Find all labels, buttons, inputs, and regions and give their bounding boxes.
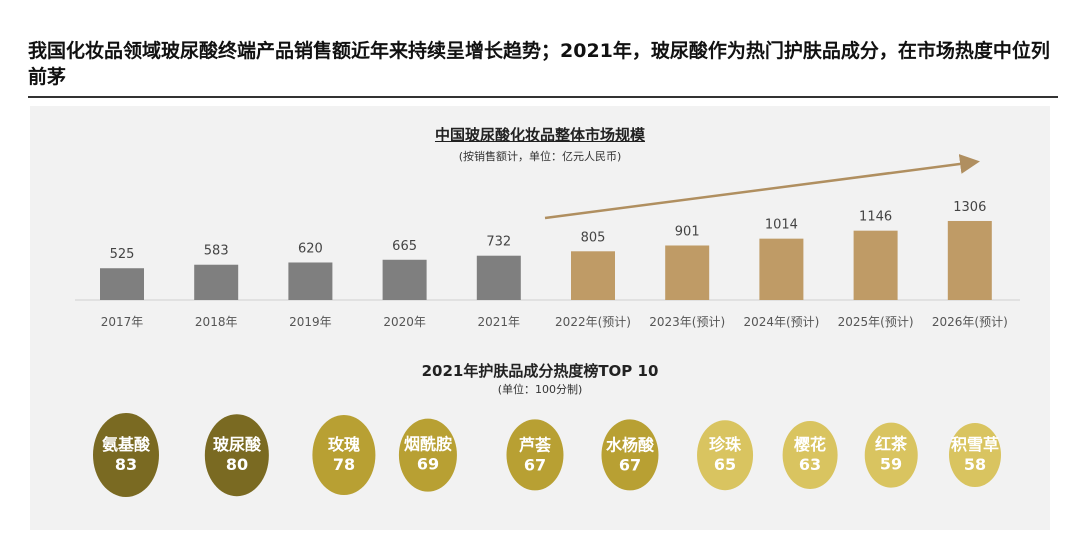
bar-value-label: 732 [486, 235, 511, 250]
x-tick-label: 2023年(预计) [649, 315, 725, 329]
x-tick-label: 2019年 [289, 315, 332, 329]
bar [853, 230, 898, 300]
ingredient-name: 玻尿酸 [212, 435, 261, 454]
x-tick-label: 2021年 [478, 315, 521, 329]
bar [665, 245, 710, 300]
ingredient-score: 80 [225, 455, 249, 474]
bar [947, 220, 992, 300]
bar [759, 238, 804, 300]
ingredient-score: 83 [114, 455, 138, 474]
ingredient-bubble: 积雪草 58 [949, 423, 1001, 487]
ingredient-score: 67 [523, 455, 547, 474]
ingredient-name: 芦荟 [518, 435, 551, 454]
ingredient-bubble: 红茶 59 [864, 422, 918, 488]
bar-chart-title: 中国玻尿酸化妆品整体市场规模 [434, 126, 645, 144]
ingredient-bubble: 氨基酸 83 [93, 413, 159, 497]
bar-value-label: 583 [204, 244, 229, 259]
ingredient-name: 珍珠 [708, 435, 741, 454]
bar-value-label: 1306 [953, 200, 986, 215]
bar [382, 259, 427, 300]
ingredient-bubble: 烟酰胺 69 [398, 418, 458, 492]
x-tick-label: 2017年 [101, 315, 144, 329]
bar-value-label: 525 [110, 247, 135, 262]
bar-value-label: 620 [298, 241, 323, 256]
bar-value-label: 901 [675, 224, 700, 239]
x-tick-label: 2025年(预计) [838, 315, 914, 329]
ingredient-bubble: 玻尿酸 80 [204, 414, 270, 496]
ingredient-bubble: 芦荟 67 [506, 419, 564, 491]
bar-value-label: 1014 [765, 218, 798, 233]
x-tick-label: 2020年 [383, 315, 426, 329]
ingredient-name: 玫瑰 [327, 435, 360, 454]
ingredient-bubble: 樱花 63 [782, 421, 838, 489]
ranking-title: 2021年护肤品成分热度榜TOP 10 [421, 362, 659, 380]
growth-arrow [544, 154, 980, 220]
ingredient-score: 78 [332, 455, 356, 474]
ingredient-score: 58 [963, 455, 987, 474]
ingredient-score: 65 [713, 455, 737, 474]
ingredient-bubble: 珍珠 65 [697, 420, 753, 490]
ingredient-name: 樱花 [793, 435, 827, 454]
bar [476, 255, 521, 300]
bar [100, 268, 144, 300]
ranking-subtitle: (单位：100分制) [497, 383, 583, 396]
x-tick-label: 2022年(预计) [555, 315, 631, 329]
ingredient-name: 积雪草 [950, 435, 999, 454]
ingredient-score: 59 [879, 454, 903, 474]
ingredient-score: 63 [798, 455, 822, 474]
x-tick-label: 2018年 [195, 315, 238, 329]
x-tick-label: 2026年(预计) [932, 315, 1008, 329]
ingredient-score: 67 [618, 455, 642, 474]
bar-chart-subtitle: (按销售额计，单位：亿元人民币) [458, 150, 622, 163]
ingredient-name: 氨基酸 [101, 435, 150, 454]
ingredient-name: 红茶 [874, 434, 908, 454]
ingredient-score: 69 [416, 454, 440, 474]
ingredient-bubble: 玫瑰 78 [312, 415, 376, 495]
bar-value-label: 1146 [859, 210, 892, 225]
bar-value-label: 805 [581, 230, 606, 245]
bar [571, 251, 615, 300]
bar-value-label: 665 [392, 239, 417, 254]
title-divider [28, 96, 1058, 98]
page-title: 我国化妆品领域玻尿酸终端产品销售额近年来持续呈增长趋势；2021年，玻尿酸作为热… [28, 40, 1050, 88]
ingredient-name: 烟酰胺 [403, 434, 452, 454]
ingredient-name: 水杨酸 [605, 435, 654, 454]
bar [194, 264, 239, 300]
bar [288, 262, 333, 300]
ingredient-bubble: 水杨酸 67 [601, 419, 659, 491]
x-tick-label: 2024年(预计) [743, 315, 819, 329]
